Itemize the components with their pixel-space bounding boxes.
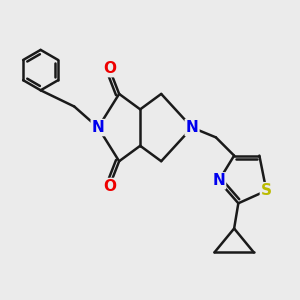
Text: S: S (261, 183, 272, 198)
Text: O: O (103, 179, 116, 194)
Text: N: N (92, 120, 104, 135)
Text: N: N (212, 173, 225, 188)
Text: O: O (103, 61, 116, 76)
Text: N: N (186, 120, 198, 135)
